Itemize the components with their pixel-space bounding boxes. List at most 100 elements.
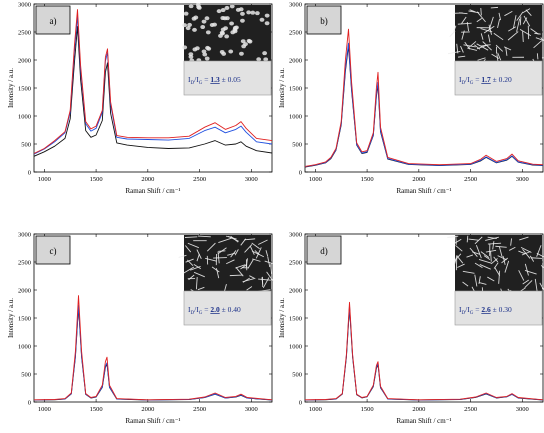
- y-axis-label: Intensity / a.u.: [7, 68, 15, 108]
- x-tick-label: 2500: [464, 176, 477, 183]
- y-tick-label: 2500: [18, 30, 31, 37]
- y-axis-label: Intensity / a.u.: [7, 298, 15, 338]
- sem-particle: [236, 8, 241, 12]
- sem-image: [448, 5, 544, 65]
- panel-label: c): [50, 246, 57, 256]
- ratio-value: 1.3: [210, 75, 220, 84]
- sem-particle: [246, 10, 251, 14]
- sem-particle: [265, 14, 270, 18]
- x-tick-label: 1500: [361, 406, 374, 413]
- x-axis-label: Raman Shift / cm⁻¹: [397, 187, 452, 195]
- y-tick-label: 1000: [18, 114, 31, 121]
- sem-particle: [217, 9, 222, 13]
- x-tick-label: 2500: [193, 406, 206, 413]
- sem-particle: [223, 16, 228, 20]
- x-tick-label: 3000: [245, 176, 258, 183]
- sem-particle: [182, 45, 187, 49]
- sem-particle: [202, 50, 207, 54]
- y-tick-label: 2500: [289, 260, 302, 267]
- x-axis-label: Raman Shift / cm⁻¹: [397, 417, 452, 425]
- sem-particle: [230, 4, 235, 8]
- y-tick-label: 1500: [18, 316, 31, 323]
- x-tick-label: 2500: [193, 176, 206, 183]
- ratio-box: ID/IG = 1.3 ± 0.05: [184, 61, 271, 95]
- x-tick-label: 2000: [141, 176, 154, 183]
- ratio-box: ID/IG = 2.6 ± 0.30: [455, 291, 542, 325]
- ratio-eq: =: [473, 75, 481, 84]
- panel-label-box: c): [36, 236, 70, 264]
- ratio-pm: ± 0.20: [491, 75, 512, 84]
- sem-particle: [206, 30, 211, 34]
- sem-particle: [200, 25, 205, 29]
- sem-particle: [192, 28, 197, 32]
- y-axis-label: Intensity / a.u.: [278, 68, 286, 108]
- x-tick-label: 2500: [464, 406, 477, 413]
- sem-particle: [256, 57, 261, 61]
- sem-flake: [491, 7, 498, 8]
- sem-particle: [243, 42, 248, 46]
- ratio-box: ID/IG = 2.0 ± 0.40: [184, 291, 271, 325]
- sem-particle: [240, 12, 245, 16]
- x-tick-label: 1000: [38, 406, 51, 413]
- y-tick-label: 3000: [18, 232, 31, 239]
- panel-label-box: a): [36, 6, 70, 34]
- sem-particle: [205, 46, 210, 50]
- x-tick-label: 1500: [90, 406, 103, 413]
- sem-particle: [205, 16, 210, 20]
- x-tick-label: 2000: [141, 406, 154, 413]
- y-tick-label: 2000: [289, 288, 302, 295]
- y-tick-label: 500: [21, 142, 31, 149]
- ratio-eq: =: [202, 305, 210, 314]
- sem-flake: [467, 236, 468, 243]
- x-tick-label: 1000: [309, 176, 322, 183]
- sem-particle: [189, 4, 194, 8]
- y-tick-label: 1500: [289, 86, 302, 93]
- x-tick-label: 3000: [516, 176, 529, 183]
- sem-particle: [239, 52, 244, 56]
- x-tick-label: 2000: [412, 406, 425, 413]
- y-tick-label: 0: [299, 170, 302, 177]
- x-tick-label: 3000: [245, 406, 258, 413]
- ratio-pm: ± 0.40: [220, 305, 241, 314]
- sem-image: [447, 235, 544, 297]
- ratio-box: ID/IG = 1.7 ± 0.20: [455, 61, 542, 95]
- sem-particle: [192, 47, 197, 51]
- sem-particle: [224, 34, 229, 38]
- ratio-eq: =: [473, 305, 481, 314]
- sem-particle: [247, 39, 252, 43]
- y-tick-label: 3000: [18, 2, 31, 9]
- x-tick-label: 3000: [516, 406, 529, 413]
- y-tick-label: 2000: [289, 58, 302, 65]
- ratio-value: 2.0: [210, 305, 220, 314]
- sem-flake: [450, 31, 455, 37]
- sem-particle: [187, 23, 192, 27]
- sem-particle: [205, 57, 210, 61]
- y-tick-label: 0: [28, 170, 31, 177]
- x-tick-label: 1000: [309, 406, 322, 413]
- y-tick-label: 2000: [18, 288, 31, 295]
- panel-label-box: d): [307, 236, 341, 264]
- sem-particle: [228, 50, 233, 54]
- y-tick-label: 500: [21, 372, 31, 379]
- sem-particle: [210, 23, 215, 27]
- sem-particle: [229, 22, 234, 26]
- sem-flake: [531, 258, 542, 259]
- y-tick-label: 1000: [289, 114, 302, 121]
- y-tick-label: 2000: [18, 58, 31, 65]
- x-tick-label: 1500: [361, 176, 374, 183]
- sem-particle: [262, 51, 267, 55]
- y-tick-label: 500: [292, 142, 302, 149]
- sem-flake: [230, 275, 243, 276]
- y-tick-label: 2500: [18, 260, 31, 267]
- y-tick-label: 3000: [289, 232, 302, 239]
- sem-particle: [223, 26, 228, 30]
- y-tick-label: 0: [299, 400, 302, 407]
- y-tick-label: 1500: [289, 316, 302, 323]
- ratio-eq: =: [202, 75, 210, 84]
- sem-particle: [240, 19, 245, 23]
- sem-image: [179, 235, 274, 295]
- panel-label: a): [50, 16, 57, 26]
- x-tick-label: 2000: [412, 176, 425, 183]
